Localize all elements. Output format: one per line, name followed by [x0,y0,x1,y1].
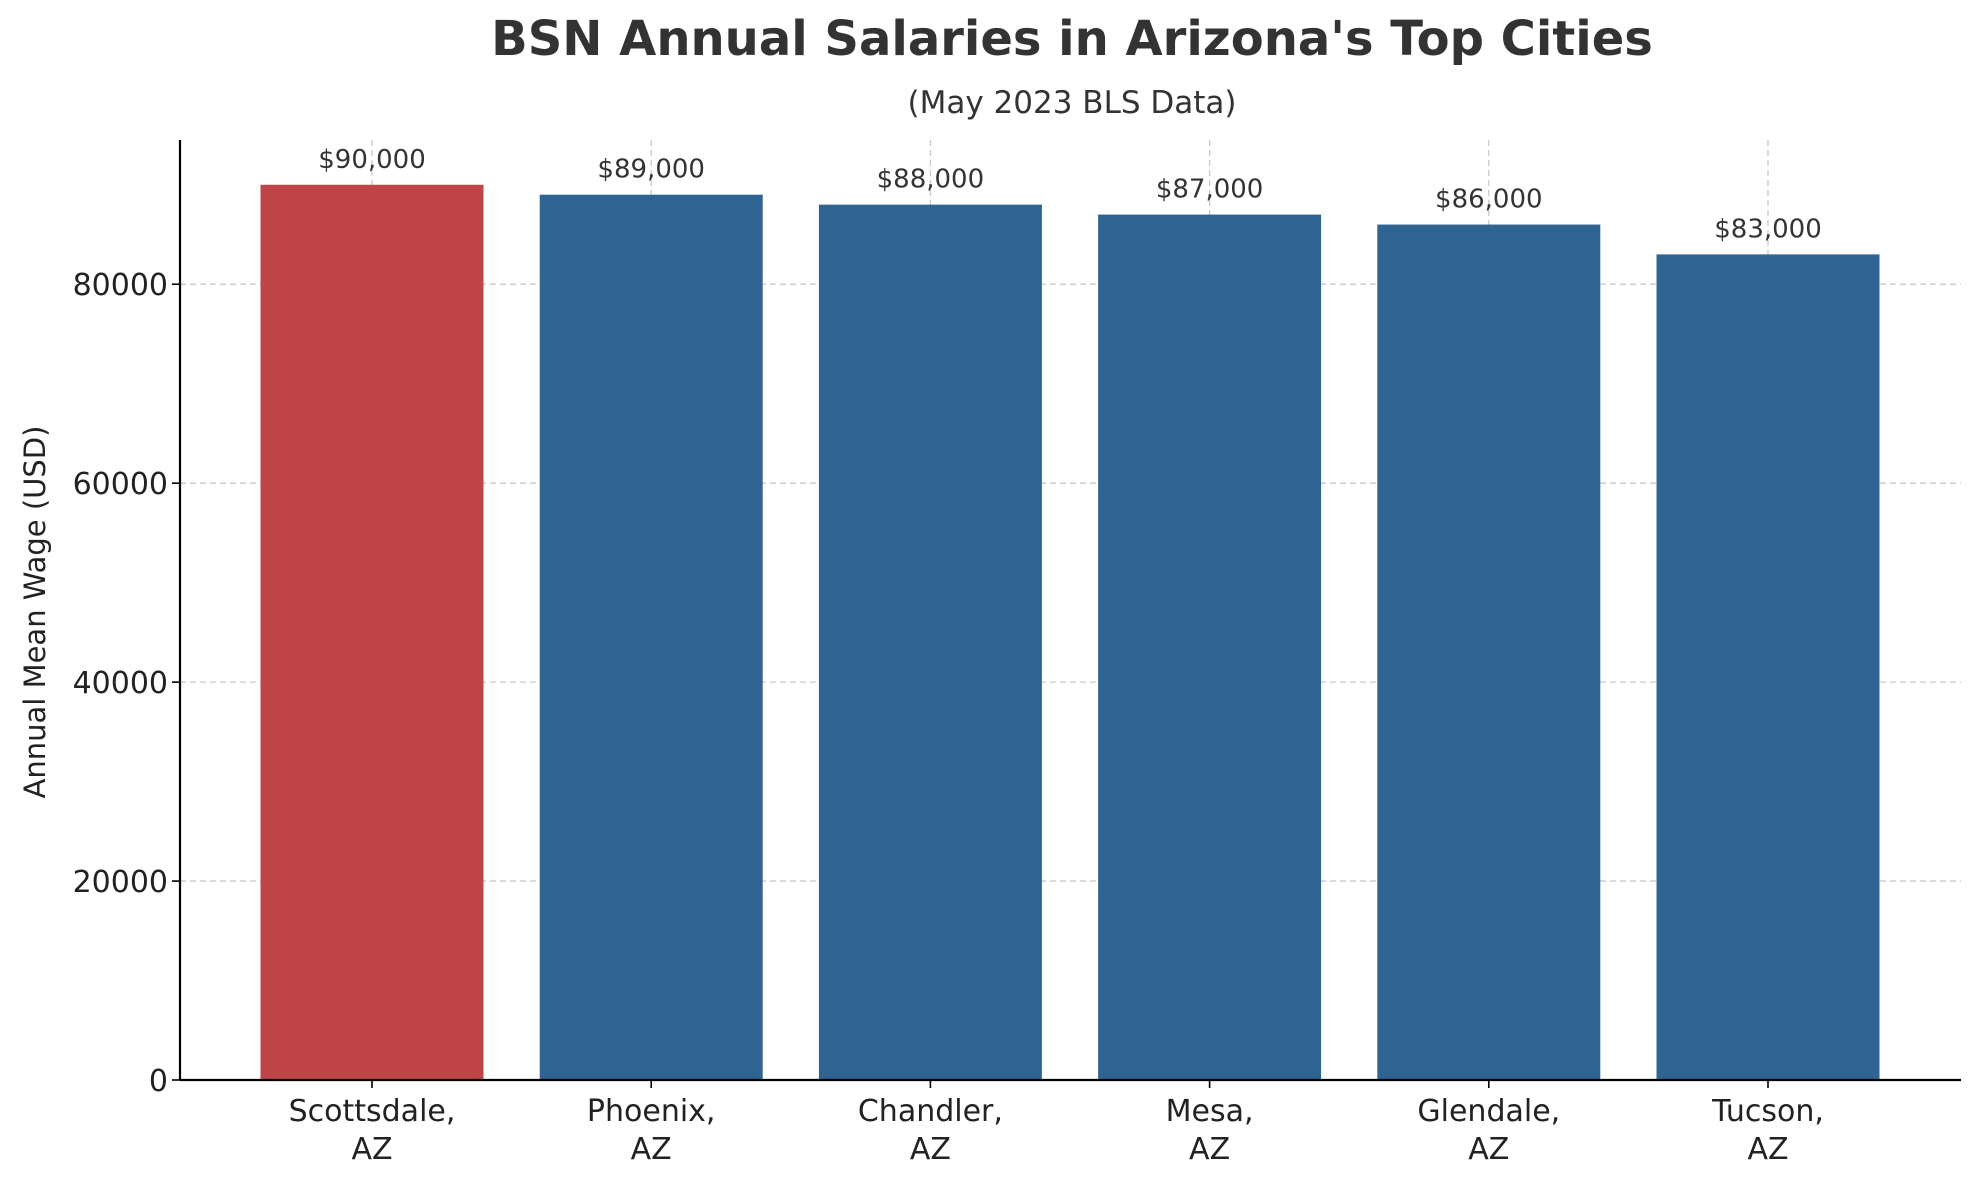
data-label: $90,000 [318,145,426,175]
data-label: $86,000 [1435,185,1543,215]
x-tick-label: AZ [1468,1132,1509,1167]
x-ticks: Scottsdale,AZPhoenix,AZChandler,AZMesa,A… [289,1080,1824,1167]
x-tick-label: AZ [631,1132,672,1167]
y-tick-label: 60000 [73,467,168,502]
chart-title: BSN Annual Salaries in Arizona's Top Cit… [491,11,1653,67]
bar-chandler [818,204,1042,1081]
x-tick-label: Chandler, [858,1094,1003,1129]
x-tick-label: Phoenix, [587,1094,716,1129]
x-tick-label: Tucson, [1711,1094,1824,1129]
bars [260,184,1880,1081]
data-labels: $90,000 $89,000 $88,000 $87,000 $86,000 $83,0… [318,145,1822,245]
y-tick-label: 80000 [73,268,168,303]
bar-phoenix [539,194,763,1081]
bar-tucson [1656,254,1880,1080]
x-tick-label: Glendale, [1417,1094,1560,1129]
y-axis-label: Annual Mean Wage (USD) [18,426,52,799]
x-tick-label: AZ [1747,1132,1788,1167]
axes [178,140,1961,1082]
x-tick-label: AZ [1189,1132,1230,1167]
y-tick-label: 20000 [73,865,168,900]
y-tick-label: 40000 [73,666,168,701]
x-tick-label: Mesa, [1166,1094,1254,1129]
x-tick-label: AZ [910,1132,951,1167]
x-tick-label: Scottsdale, [289,1094,456,1129]
data-label: $88,000 [877,165,985,195]
y-tick-label: 0 [149,1064,168,1099]
x-tick-label: AZ [351,1132,392,1167]
y-ticks: 0 20000 40000 60000 80000 [73,268,180,1099]
data-label: $83,000 [1714,214,1822,244]
data-label: $89,000 [597,155,705,185]
chart-subtitle: (May 2023 BLS Data) [908,85,1237,121]
bar-mesa [1098,214,1322,1081]
bar-scottsdale [260,184,484,1080]
data-label: $87,000 [1156,175,1264,205]
bar-glendale [1377,224,1601,1080]
